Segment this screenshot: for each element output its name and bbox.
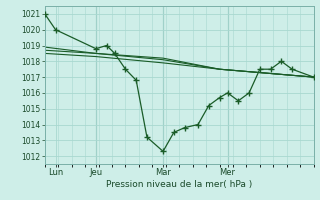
X-axis label: Pression niveau de la mer( hPa ): Pression niveau de la mer( hPa ) — [106, 180, 252, 189]
